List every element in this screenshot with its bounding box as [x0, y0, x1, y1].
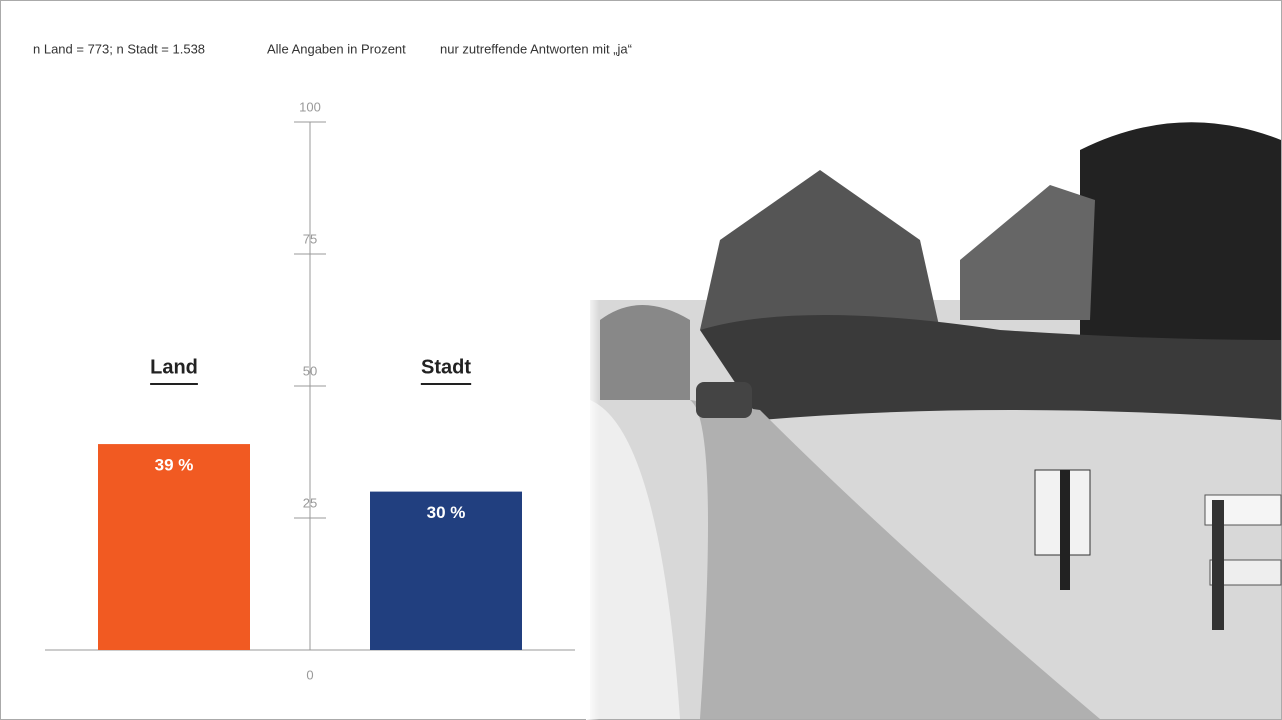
y-tick-label: 100: [299, 99, 321, 114]
value-label: 30 %: [427, 503, 466, 522]
note: Alle Angaben in Prozent: [267, 41, 406, 56]
y-tick-label: 75: [303, 231, 317, 246]
category-label: Stadt: [421, 356, 471, 378]
bar: [98, 444, 250, 650]
y-tick-label: 25: [303, 495, 317, 510]
note: nur zutreffende Antworten mit „ja“: [440, 41, 632, 56]
category-label: Land: [150, 356, 198, 378]
y-tick-label: 50: [303, 363, 317, 378]
bar: [370, 491, 522, 650]
note: n Land = 773; n Stadt = 1.538: [33, 41, 205, 56]
photo: [586, 80, 1282, 720]
value-label: 39 %: [155, 456, 194, 475]
y-tick-label: 0: [306, 667, 313, 682]
